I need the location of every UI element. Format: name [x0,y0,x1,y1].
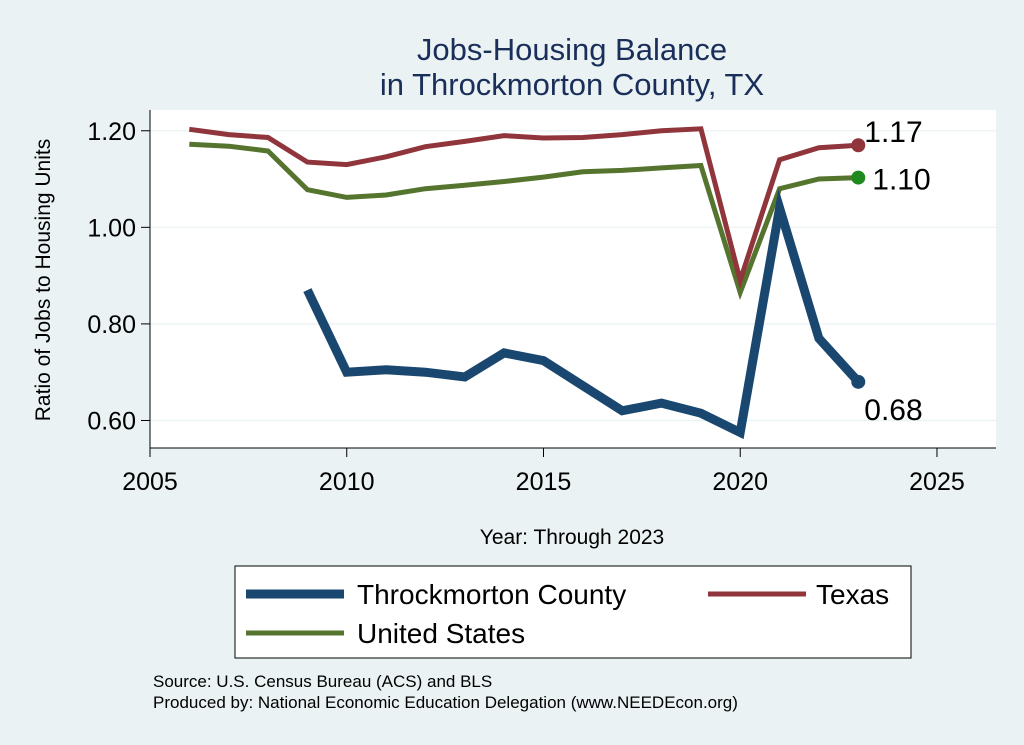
legend-label-throckmorton-county: Throckmorton County [357,579,626,610]
y-axis-label: Ratio of Jobs to Housing Units [32,139,55,421]
y-tick-label: 0.80 [87,311,136,339]
x-tick-label: 2020 [712,468,768,496]
chart-title-line-2: in Throckmorton County, TX [380,67,765,102]
legend: Throckmorton County Texas United States [234,565,912,659]
y-tick-label: 1.20 [87,118,136,146]
x-tick-label: 2025 [909,468,965,496]
end-label-united-states: 1.10 [872,164,930,197]
end-markers [851,138,866,389]
end-label-throckmorton-county: 0.68 [864,394,922,427]
end-marker-texas [851,138,866,153]
plot-area [150,110,996,448]
end-label-texas: 1.17 [864,116,922,149]
series-lines [188,126,862,440]
x-tick-label: 2005 [122,468,178,496]
chart-title: Jobs-Housing Balance in Throckmorton Cou… [380,32,765,102]
end-marker-throckmorton-county [851,374,866,389]
x-axis-label: Year: Through 2023 [480,526,665,549]
gridlines [150,130,996,422]
y-tick-label: 0.60 [87,407,136,435]
source-note: Source: U.S. Census Bureau (ACS) and BLS [153,672,492,691]
y-axis-ticks: 0.60 0.80 1.00 1.20 [87,118,150,435]
end-marker-united-states [851,170,866,185]
legend-label-united-states: United States [357,618,525,649]
x-tick-label: 2010 [319,468,375,496]
end-labels: 1.10 1.17 0.68 [864,116,930,427]
x-tick-label: 2015 [516,468,572,496]
y-tick-label: 1.00 [87,214,136,242]
legend-box [234,565,912,659]
x-axis-ticks: 2005 2010 2015 2020 2025 [122,448,965,496]
series-line-throckmorton-county [303,188,862,440]
chart-title-line-1: Jobs-Housing Balance [417,32,727,67]
legend-label-texas: Texas [816,579,889,610]
series-line-united-states [189,141,859,301]
producer-note: Produced by: National Economic Education… [153,693,738,712]
series-line-texas [188,126,859,290]
